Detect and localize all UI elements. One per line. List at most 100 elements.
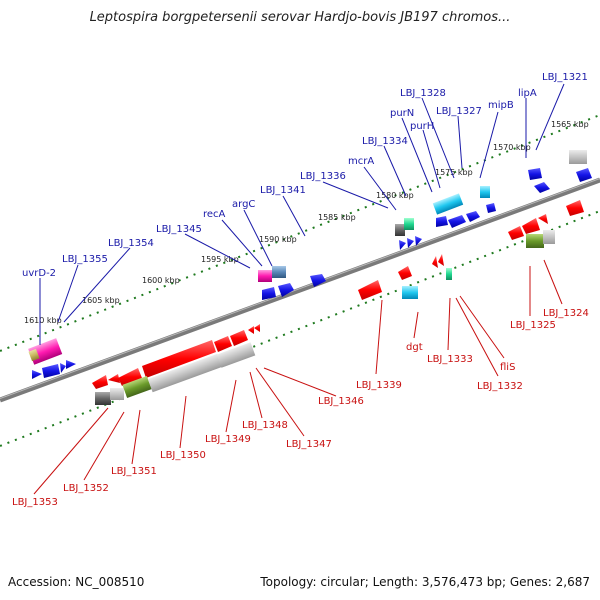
gene-label[interactable]: LBJ_1353: [12, 497, 58, 508]
tick-label: 1600 kbp: [142, 276, 180, 285]
forward-gene-labels: [39, 83, 565, 345]
gene-block[interactable]: [216, 342, 256, 368]
tick-label: 1605 kbp: [82, 296, 120, 305]
gene-block[interactable]: [272, 266, 286, 278]
gene-block[interactable]: [526, 234, 544, 248]
gene-block[interactable]: [110, 388, 124, 400]
gene-arrow[interactable]: [566, 200, 584, 216]
gene-label[interactable]: fliS: [500, 362, 515, 373]
gene-arrow[interactable]: [528, 168, 542, 180]
gene-block[interactable]: [404, 218, 414, 230]
reverse-genes: [92, 200, 584, 405]
gene-label[interactable]: LBJ_1349: [205, 434, 251, 445]
gene-block[interactable]: [28, 348, 40, 362]
gene-block[interactable]: [446, 268, 452, 280]
forward-genes: [28, 150, 592, 379]
tick-label: 1565 kbp: [551, 120, 589, 129]
tick-label: 1580 kbp: [376, 191, 414, 200]
gene-label[interactable]: LBJ_1350: [160, 450, 206, 461]
gene-arrow[interactable]: [108, 374, 120, 383]
gene-arrow[interactable]: [438, 254, 444, 266]
gene-block[interactable]: [122, 375, 152, 399]
gene-arrow[interactable]: [508, 226, 524, 240]
gene-label[interactable]: LBJ_1352: [63, 483, 109, 494]
gene-arrow[interactable]: [254, 324, 260, 332]
gene-block[interactable]: [147, 353, 223, 393]
gene-arrow[interactable]: [92, 375, 108, 389]
gene-arrow[interactable]: [278, 283, 294, 297]
gene-label[interactable]: LBJ_1345: [156, 224, 202, 235]
gene-label[interactable]: lipA: [518, 88, 537, 99]
gene-arrow[interactable]: [262, 287, 276, 300]
gene-block[interactable]: [95, 392, 111, 405]
gene-arrow[interactable]: [407, 238, 414, 248]
gene-label[interactable]: LBJ_1336: [300, 171, 346, 182]
gene-label[interactable]: purH: [410, 121, 434, 132]
gene-label[interactable]: LBJ_1354: [108, 238, 154, 249]
gene-label[interactable]: mcrA: [348, 156, 374, 167]
gene-arrow[interactable]: [230, 330, 248, 346]
gene-label[interactable]: purN: [390, 108, 414, 119]
genome-summary-text: Topology: circular; Length: 3,576,473 bp…: [260, 575, 590, 589]
forward-gene-names: uvrD-2 LBJ_1355 LBJ_1354 LBJ_1345 recA a…: [22, 72, 588, 279]
gene-block[interactable]: [480, 186, 490, 198]
forward-track-line: [0, 114, 600, 352]
gene-label[interactable]: mipB: [488, 100, 514, 111]
gene-label[interactable]: recA: [203, 209, 226, 220]
gene-label[interactable]: LBJ_1324: [543, 308, 589, 319]
gene-arrow[interactable]: [32, 370, 42, 379]
gene-block[interactable]: [395, 224, 405, 236]
map-title: Leptospira borgpetersenii serovar Hardjo…: [89, 10, 511, 25]
gene-label[interactable]: LBJ_1348: [242, 420, 288, 431]
gene-arrow[interactable]: [522, 218, 540, 234]
gene-block[interactable]: [543, 230, 555, 244]
gene-arrow[interactable]: [142, 340, 216, 378]
gene-arrow[interactable]: [415, 236, 422, 246]
gene-arrow[interactable]: [118, 368, 142, 386]
gene-arrow[interactable]: [576, 168, 592, 182]
gene-arrow[interactable]: [60, 363, 66, 373]
tick-label: 1585 kbp: [318, 213, 356, 222]
gene-label[interactable]: LBJ_1325: [510, 320, 556, 331]
gene-arrow[interactable]: [398, 266, 412, 280]
gene-label[interactable]: LBJ_1339: [356, 380, 402, 391]
gene-block[interactable]: [432, 193, 464, 215]
gene-arrow[interactable]: [466, 211, 480, 222]
gene-arrow[interactable]: [534, 182, 550, 193]
gene-arrow[interactable]: [432, 256, 438, 268]
gene-arrow[interactable]: [436, 216, 448, 227]
gene-block[interactable]: [569, 150, 587, 164]
gene-label[interactable]: LBJ_1334: [362, 136, 408, 147]
tick-label: 1570 kbp: [493, 143, 531, 152]
gene-arrow[interactable]: [310, 274, 326, 287]
gene-arrow[interactable]: [358, 280, 382, 300]
gene-label[interactable]: LBJ_1347: [286, 439, 332, 450]
gene-label[interactable]: LBJ_1332: [477, 381, 523, 392]
chromosome-backbone: [0, 177, 600, 403]
gene-label[interactable]: uvrD-2: [22, 268, 56, 279]
gene-block[interactable]: [258, 270, 272, 282]
gene-label[interactable]: LBJ_1321: [542, 72, 588, 83]
gene-arrow[interactable]: [42, 364, 60, 378]
gene-arrow[interactable]: [448, 215, 466, 228]
tick-label: 1595 kbp: [201, 255, 239, 264]
gene-label[interactable]: LBJ_1327: [436, 106, 482, 117]
gene-label[interactable]: LBJ_1355: [62, 254, 108, 265]
tick-label: 1575 kbp: [435, 168, 473, 177]
gene-arrow[interactable]: [399, 240, 406, 250]
gene-block[interactable]: [402, 286, 418, 299]
gene-arrow[interactable]: [248, 326, 254, 334]
gene-label[interactable]: LBJ_1333: [427, 354, 473, 365]
gene-label[interactable]: LBJ_1328: [400, 88, 446, 99]
gene-label[interactable]: LBJ_1341: [260, 185, 306, 196]
gene-label[interactable]: argC: [232, 199, 255, 210]
gene-label[interactable]: LBJ_1346: [318, 396, 364, 407]
gene-label[interactable]: LBJ_1351: [111, 466, 157, 477]
gene-arrow[interactable]: [66, 360, 76, 369]
gene-label[interactable]: dgt: [406, 342, 423, 353]
gene-arrow[interactable]: [486, 203, 496, 213]
gene-arrow[interactable]: [214, 336, 232, 352]
reverse-gene-labels: [33, 259, 563, 495]
gene-arrow[interactable]: [538, 214, 548, 224]
